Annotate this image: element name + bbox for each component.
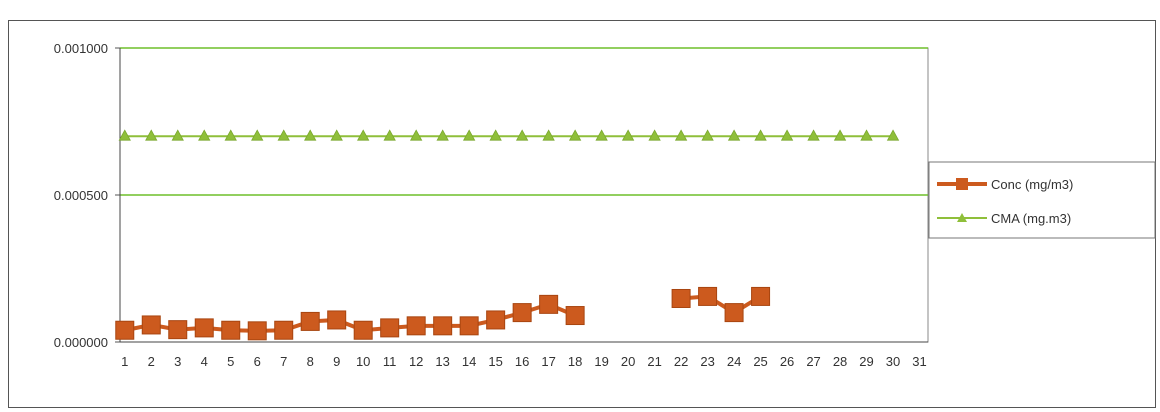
data-point (224, 129, 237, 141)
data-point (171, 129, 184, 141)
x-tick-label: 29 (859, 354, 873, 369)
x-tick-label: 27 (806, 354, 820, 369)
data-point (833, 129, 847, 141)
x-tick-label: 21 (647, 354, 661, 369)
data-point (860, 129, 873, 141)
x-tick-label: 15 (488, 354, 502, 369)
x-tick-label: 26 (780, 354, 794, 369)
data-point (141, 315, 161, 335)
x-tick-label: 16 (515, 354, 529, 369)
data-point (436, 129, 449, 141)
x-tick-label: 2 (148, 354, 155, 369)
data-point (807, 129, 820, 141)
data-point (754, 129, 767, 141)
x-tick-label: 17 (541, 354, 555, 369)
data-point (512, 303, 532, 323)
x-tick-label: 11 (383, 354, 397, 369)
data-point (489, 129, 502, 141)
data-point (251, 129, 264, 141)
data-point (353, 320, 373, 340)
data-point (304, 129, 317, 141)
data-point (410, 129, 423, 141)
data-point (115, 320, 135, 340)
data-point (565, 306, 585, 326)
x-tick-label: 12 (409, 354, 423, 369)
x-tick-label: 7 (280, 354, 287, 369)
x-tick-label: 24 (727, 354, 741, 369)
x-tick-label: 23 (700, 354, 714, 369)
data-point (433, 316, 453, 336)
legend-box (928, 161, 1156, 239)
x-tick-label: 10 (356, 354, 370, 369)
data-point (648, 129, 661, 141)
series-line (124, 302, 576, 333)
data-point (274, 320, 294, 340)
x-tick-label: 19 (594, 354, 608, 369)
x-tick-label: 13 (435, 354, 449, 369)
series-line (680, 294, 762, 315)
data-point (406, 316, 426, 336)
x-tick-label: 14 (462, 354, 476, 369)
x-tick-label: 20 (621, 354, 635, 369)
x-tick-label: 25 (753, 354, 767, 369)
legend-label: Conc (mg/m3) (991, 177, 1073, 192)
data-point (539, 294, 559, 314)
x-tick-label: 30 (886, 354, 900, 369)
data-point (198, 129, 211, 141)
data-point (357, 129, 370, 141)
x-tick-label: 31 (912, 354, 926, 369)
legend-swatch-marker (957, 213, 967, 222)
data-point (330, 129, 343, 141)
data-point (277, 129, 290, 141)
data-point (168, 320, 188, 340)
data-point (300, 311, 320, 331)
data-point (701, 129, 714, 141)
data-point (221, 320, 241, 340)
data-point (486, 310, 506, 330)
x-tick-label: 3 (174, 354, 181, 369)
y-tick-label: 0.001000 (54, 41, 108, 56)
legend-swatch-marker (956, 178, 968, 190)
x-tick-label: 9 (333, 354, 340, 369)
legend-label: CMA (mg.m3) (991, 211, 1071, 226)
data-point (595, 129, 608, 141)
data-point (459, 316, 479, 336)
data-point (751, 286, 771, 306)
data-point (568, 129, 582, 141)
data-point (671, 288, 691, 308)
x-tick-label: 6 (254, 354, 261, 369)
x-tick-label: 18 (568, 354, 582, 369)
data-point (383, 129, 396, 141)
data-point (542, 129, 555, 141)
data-point (145, 129, 158, 141)
x-tick-label: 8 (307, 354, 314, 369)
x-tick-label: 4 (201, 354, 208, 369)
y-tick-label: 0.000500 (54, 188, 108, 203)
y-tick-label: 0.000000 (54, 335, 108, 350)
data-point (724, 303, 744, 323)
data-point (621, 129, 635, 141)
data-point (515, 129, 529, 141)
data-point (194, 318, 214, 338)
data-point (247, 321, 267, 341)
data-point (886, 129, 900, 141)
data-point (698, 286, 718, 306)
x-tick-label: 1 (121, 354, 128, 369)
data-point (118, 129, 131, 141)
x-tick-label: 28 (833, 354, 847, 369)
data-point (727, 129, 741, 141)
data-point (674, 129, 688, 141)
data-point (380, 318, 400, 338)
data-point (462, 129, 476, 141)
data-point (327, 310, 347, 330)
x-tick-label: 22 (674, 354, 688, 369)
x-tick-label: 5 (227, 354, 234, 369)
data-point (780, 129, 794, 141)
